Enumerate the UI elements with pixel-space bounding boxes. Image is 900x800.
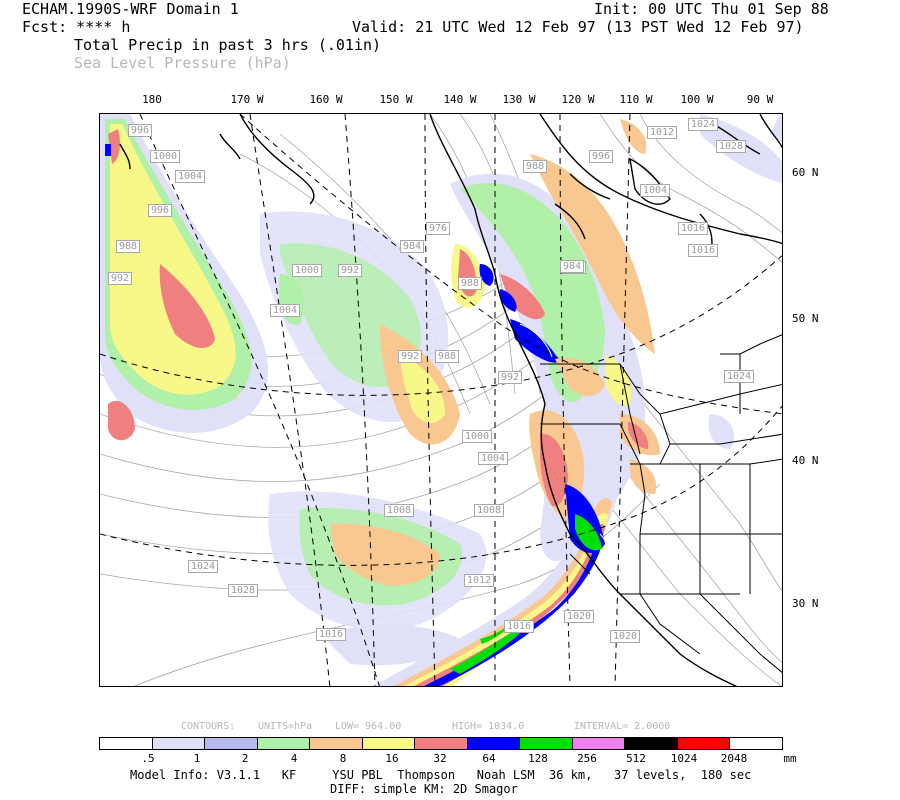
isobar-label: 992 [498,371,523,384]
colorbar-label: 128 [528,752,548,765]
colorbar-label: 256 [577,752,597,765]
isobar-label: 1004 [175,170,206,183]
isobar-label: 992 [398,350,423,363]
isobar-label: 1024 [688,118,719,131]
colorbar-swatch [730,738,782,749]
lon-label: 100 W [680,93,714,106]
colorbar-unit: mm [783,752,797,765]
contour-low: LOW= 964.00 [335,721,402,732]
field-secondary-label: Sea Level Pressure (hPa) [74,54,291,72]
coastlines [119,114,782,686]
lon-label: 150 W [379,93,413,106]
isobar-label: 1016 [504,620,535,633]
isobar-label: 976 [426,222,451,235]
colorbar-label: 16 [385,752,399,765]
isobar-label: 1028 [716,140,747,153]
isobar-label: 1016 [316,628,347,641]
lat-label: 30 N [792,597,819,610]
isobar-label: 1000 [462,430,493,443]
contour-label: CONTOURS: [181,721,236,732]
isobar-label: 1024 [188,560,219,573]
isobar-label: 988 [458,277,483,290]
lon-label: 90 W [746,93,774,106]
lon-label: 180 [142,93,162,106]
colorbar-swatch [257,738,311,749]
lat-label: 50 N [792,312,819,325]
contour-high: HIGH= 1034.0 [452,721,525,732]
lon-label: 120 W [561,93,595,106]
model-info-line2: DIFF: simple KM: 2D Smagor [330,782,518,796]
map-canvas [100,114,782,686]
isobar-label: 1012 [464,574,495,587]
lon-label: 110 W [619,93,653,106]
isobar-label: 1000 [150,150,181,163]
lat-lon-grid [100,114,782,686]
isobar-label: 992 [108,272,133,285]
colorbar-swatch [100,738,153,749]
state-borders [540,334,782,673]
colorbar-label: 2048 [720,752,748,765]
init-time-label: Init: 00 UTC Thu 01 Sep 88 [594,0,829,18]
colorbar-swatch [677,738,731,749]
lon-label: 160 W [309,93,343,106]
isobar-label: 1012 [647,126,678,139]
isobar-label: 1020 [610,630,641,643]
forecast-hour-label: Fcst: **** h [22,18,131,36]
isobar-label: 1000 [292,264,323,277]
colorbar-swatch [152,738,206,749]
lat-label: 40 N [792,454,819,467]
lon-label: 140 W [443,93,477,106]
colorbar-swatch [205,738,258,749]
lon-label: 170 W [230,93,264,106]
colorbar-label: 1024 [670,752,698,765]
precip-shading [100,114,782,686]
colorbar-label: 1 [193,752,201,765]
lon-label: 130 W [502,93,536,106]
isobar-label: 988 [435,350,460,363]
isobar-label: 992 [338,264,363,277]
isobar-label: 1028 [228,584,259,597]
isobar-label: 988 [116,240,141,253]
isobar-label: 1020 [564,610,595,623]
isobar-label: 1008 [384,504,415,517]
model-domain-title: ECHAM.1990S-WRF Domain 1 [22,0,239,18]
colorbar-swatch [572,738,626,749]
isobar-label: 996 [128,124,153,137]
isobar-label: 1024 [724,370,755,383]
isobar-label: 1008 [474,504,505,517]
colorbar-label: 8 [339,752,347,765]
valid-time-label: Valid: 21 UTC Wed 12 Feb 97 (13 PST Wed … [352,18,804,36]
isobar-label: 1016 [678,222,709,235]
colorbar-label: 512 [626,752,646,765]
isobar-label: 996 [148,204,173,217]
colorbar-swatch [310,738,363,749]
field-primary-label: Total Precip in past 3 hrs (.01in) [74,36,382,54]
colorbar-label: 64 [482,752,496,765]
colorbar-swatch [625,738,678,749]
isobar-label: 984 [560,260,585,273]
colorbar-swatch [467,738,521,749]
colorbar-swatch [520,738,573,749]
precip-map: 996 1000 1004 996 988 992 1004 1000 992 … [99,113,783,687]
isobar-label: 996 [589,150,614,163]
isobar-label: 1004 [270,304,301,317]
colorbar-swatch [362,738,416,749]
contour-units: UNITS=hPa [258,721,313,732]
contour-interval: INTERVAL= 2.0000 [574,721,671,732]
lat-label: 60 N [792,166,819,179]
precip-colorbar [99,737,783,750]
isobar-label: 1004 [478,452,509,465]
colorbar-label: 32 [433,752,447,765]
isobar-label: 1004 [640,184,671,197]
isobar-label: 984 [400,240,425,253]
colorbar-label: 2 [241,752,249,765]
colorbar-swatch [415,738,468,749]
model-info-line1: Model Info: V3.1.1 KF YSU PBL Thompson N… [130,768,752,782]
isobar-label: 1016 [688,244,719,257]
isobar-label: 988 [523,160,548,173]
colorbar-label: .5 [141,752,155,765]
colorbar-label: 4 [290,752,298,765]
